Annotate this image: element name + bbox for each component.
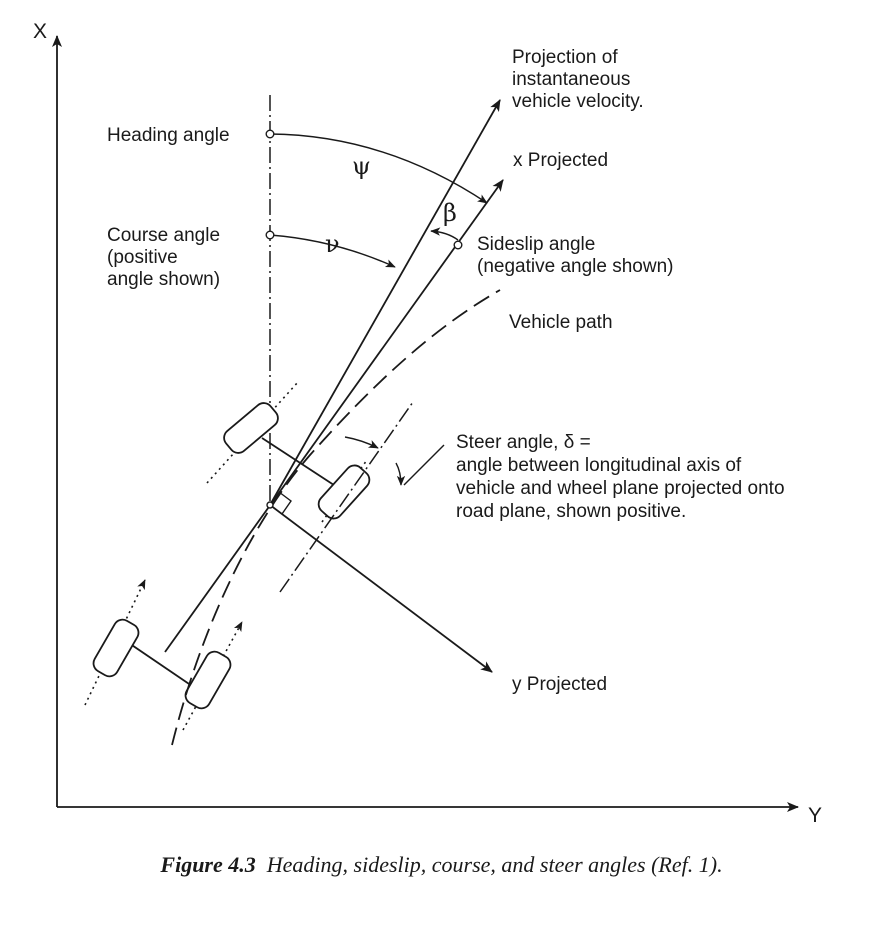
- front-left-wheel: [223, 402, 279, 454]
- steer-label-line2: angle between longitudinal axis of: [456, 455, 742, 476]
- heading-angle-label: Heading angle: [107, 125, 230, 146]
- velocity-label-line2: instantaneous: [512, 69, 630, 90]
- course-angle-label-line1: Course angle: [107, 225, 220, 246]
- y-projected-axis: [269, 504, 493, 673]
- velocity-projection-line: [269, 99, 501, 506]
- sideslip-label-line2: (negative angle shown): [477, 256, 673, 277]
- psi-symbol: ψ: [352, 152, 371, 180]
- vehicle-path: [171, 289, 501, 746]
- psi-angle-arc: [269, 133, 488, 204]
- y-axis-label: Y: [808, 804, 822, 827]
- figure-caption: Figure 4.3 Heading, sideslip, course, an…: [0, 852, 883, 878]
- vehicle-path-label: Vehicle path: [509, 312, 613, 333]
- cg-point: [266, 501, 274, 509]
- nu-symbol: ν: [325, 230, 340, 258]
- rear-right-wheel: [184, 650, 232, 710]
- heading-angle-point: [265, 129, 275, 139]
- figure-number: Figure 4.3: [160, 852, 256, 877]
- steer-angle-arc-upper: [344, 436, 379, 449]
- sideslip-angle-point: [453, 240, 463, 250]
- x-projected-axis: [164, 179, 504, 653]
- steer-label-line3: vehicle and wheel plane projected onto: [456, 478, 785, 499]
- steered-wheel-plane-line: [279, 401, 414, 593]
- rear-left-wheel-plane: [84, 579, 146, 706]
- nu-angle-arc: [269, 234, 396, 268]
- beta-symbol: β: [443, 199, 457, 227]
- x-axis-label: X: [33, 20, 47, 43]
- x-projected-label: x Projected: [513, 150, 608, 171]
- steer-angle-arc-lower: [395, 462, 406, 486]
- velocity-label-line1: Projection of: [512, 47, 618, 68]
- velocity-label-line3: vehicle velocity.: [512, 91, 644, 112]
- steer-label-line1: Steer angle, δ =: [456, 432, 591, 453]
- figure-caption-text: Heading, sideslip, course, and steer ang…: [266, 852, 723, 877]
- steer-leader-line: [403, 444, 445, 486]
- course-angle-point: [265, 230, 275, 240]
- sideslip-label-line1: Sideslip angle: [477, 234, 595, 255]
- right-angle-mark: [278, 491, 292, 515]
- course-angle-label-line3: angle shown): [107, 269, 220, 290]
- course-angle-label-line2: (positive: [107, 247, 178, 268]
- rear-left-wheel: [92, 618, 140, 678]
- steer-label-line4: road plane, shown positive.: [456, 501, 686, 522]
- front-right-wheel: [317, 464, 371, 520]
- beta-angle-arc: [430, 227, 459, 241]
- front-axle: [261, 437, 341, 490]
- y-projected-label: y Projected: [512, 674, 607, 695]
